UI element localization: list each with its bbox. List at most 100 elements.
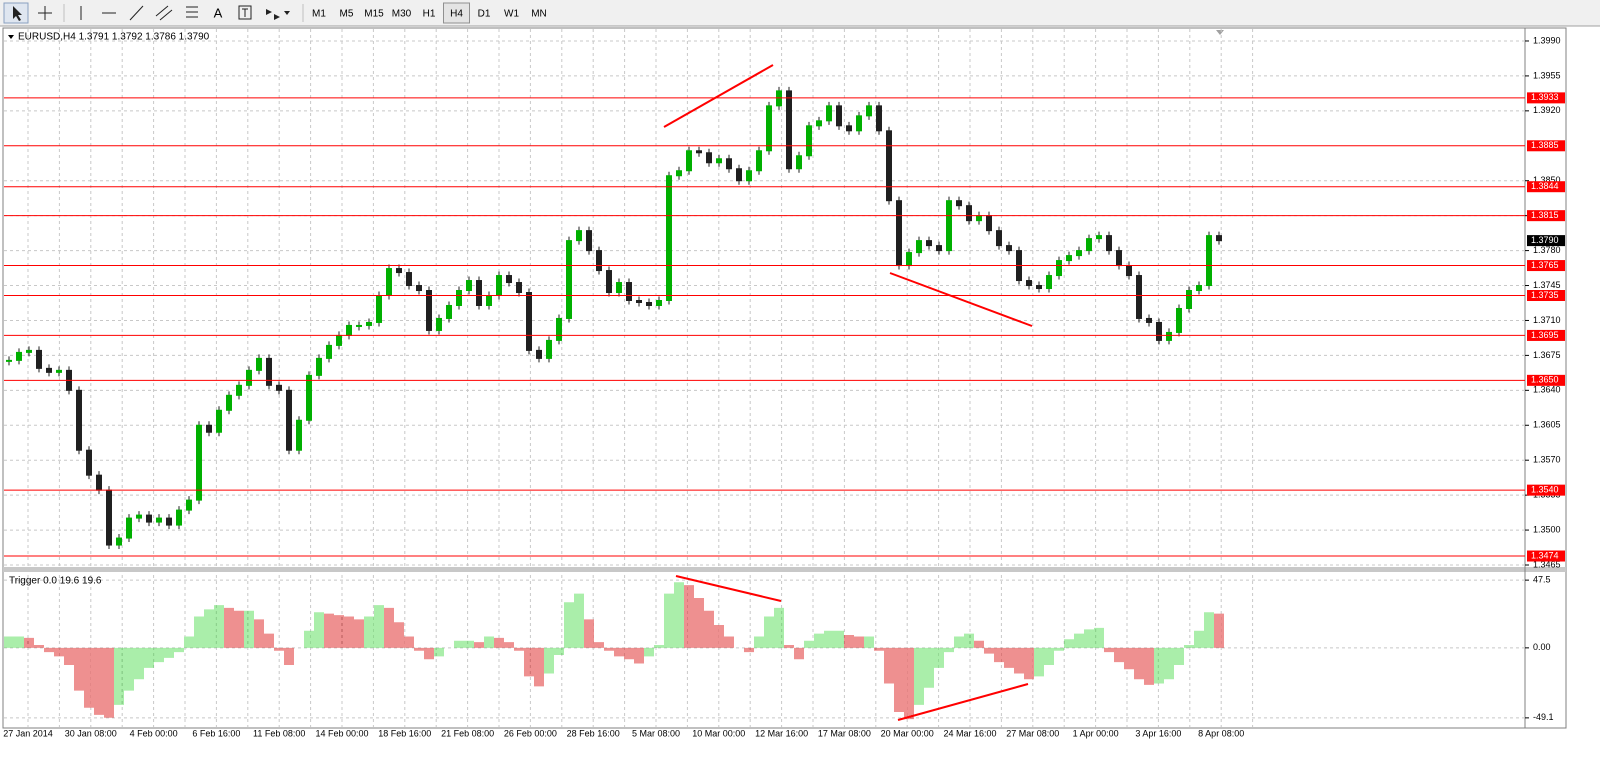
- fibo-tool[interactable]: [186, 6, 198, 18]
- level-box: [1527, 181, 1565, 193]
- x-tick-label: 20 Mar 00:00: [881, 728, 934, 738]
- candle: [416, 285, 422, 292]
- trendline[interactable]: [897, 683, 1029, 721]
- timeframe-button[interactable]: M1: [312, 9, 326, 20]
- text-tool[interactable]: A: [214, 5, 223, 20]
- level-label: 1.3474: [1531, 550, 1559, 560]
- candle: [746, 170, 752, 182]
- x-tick-label: 17 Mar 08:00: [818, 728, 871, 738]
- candle: [676, 170, 682, 177]
- candle: [456, 290, 462, 306]
- x-tick-label: 4 Feb 00:00: [130, 728, 178, 738]
- y-tick-label: 1.3710: [1533, 315, 1561, 325]
- candle: [516, 282, 522, 294]
- x-tick-label: 3 Apr 16:00: [1135, 728, 1181, 738]
- price-chart: 1.39901.39551.39201.38501.38151.37801.37…: [3, 29, 1565, 738]
- timeframe-button[interactable]: D1: [478, 9, 491, 20]
- level-box: [1527, 374, 1565, 386]
- x-tick-label: 11 Feb 08:00: [253, 728, 305, 738]
- level-box: [1527, 210, 1565, 222]
- trendline[interactable]: [663, 64, 774, 128]
- candle: [636, 299, 642, 303]
- candle: [936, 245, 942, 252]
- x-tick-label: 30 Jan 08:00: [65, 728, 117, 738]
- title-arrow: [8, 35, 14, 39]
- candle: [1116, 250, 1122, 267]
- timeframe-selected: [443, 2, 470, 24]
- candle: [406, 272, 412, 287]
- timeframe-button[interactable]: M30: [392, 9, 412, 20]
- label-tool[interactable]: [238, 5, 252, 20]
- level-label: 1.3735: [1531, 290, 1559, 300]
- candle: [606, 270, 612, 294]
- indicator-panel: 47.5 0.00 -49.1: [4, 575, 1554, 722]
- arrows-tool[interactable]: [266, 9, 280, 20]
- timeframe-button[interactable]: M5: [340, 9, 354, 20]
- candle: [656, 299, 662, 306]
- candle: [836, 105, 842, 127]
- candle: [86, 449, 92, 476]
- candle: [1106, 235, 1112, 252]
- x-tick-label: 28 Feb 16:00: [567, 728, 620, 738]
- timeframe-button[interactable]: H4: [450, 9, 463, 20]
- candle: [166, 517, 172, 526]
- x-tick-label: 24 Mar 16:00: [943, 728, 996, 738]
- candle: [1156, 321, 1162, 341]
- candle: [916, 240, 922, 254]
- candle: [826, 105, 832, 122]
- channel-tool[interactable]: [155, 5, 173, 21]
- candle: [1006, 245, 1012, 252]
- chart-frame: [2, 27, 1567, 729]
- candle: [786, 90, 792, 170]
- candle: [46, 367, 52, 373]
- level-box: [1527, 140, 1565, 152]
- candle: [386, 268, 392, 297]
- panel-separator: [3, 567, 1566, 572]
- trendline[interactable]: [675, 575, 782, 602]
- candle: [926, 240, 932, 247]
- y-tick-label: 1.3920: [1533, 105, 1561, 115]
- price-box: [1527, 235, 1565, 247]
- y-tick-label: 1.3640: [1533, 385, 1561, 395]
- candle: [1026, 280, 1032, 287]
- candle: [536, 349, 542, 359]
- candle: [226, 394, 232, 411]
- candle: [1166, 331, 1172, 341]
- x-tick-label: 27 Mar 08:00: [1006, 728, 1059, 738]
- trendlines: [663, 64, 1033, 721]
- level-box: [1527, 550, 1565, 562]
- candle: [646, 301, 652, 306]
- candle: [616, 282, 622, 294]
- candle: [256, 357, 262, 371]
- timeframe-button[interactable]: M15: [364, 9, 384, 20]
- y-tick-label: 1.3850: [1533, 175, 1561, 185]
- candle: [1046, 275, 1052, 290]
- candle: [506, 275, 512, 284]
- candle: [356, 324, 362, 327]
- candle: [336, 334, 342, 346]
- timeframe-button[interactable]: MN: [531, 9, 547, 20]
- level-label: 1.3844: [1531, 181, 1559, 191]
- label-tool-icon: [242, 8, 248, 17]
- candle: [96, 474, 102, 491]
- candle: [726, 158, 732, 170]
- trendline-tool[interactable]: [129, 5, 144, 21]
- x-tick-label: 21 Feb 08:00: [441, 728, 494, 738]
- candle: [146, 514, 152, 523]
- trendline[interactable]: [889, 272, 1033, 327]
- y-tick-label: 1.3605: [1533, 420, 1561, 430]
- level-label: 1.3933: [1531, 92, 1559, 102]
- candle: [496, 275, 502, 297]
- crosshair-icon[interactable]: [38, 6, 52, 20]
- timeframe-button[interactable]: H1: [423, 9, 436, 20]
- candle: [1146, 317, 1152, 323]
- candle: [756, 150, 762, 172]
- candle: [966, 205, 972, 222]
- cursor-icon: [13, 6, 22, 21]
- candle: [216, 409, 222, 433]
- y-tick-label: -49.1: [1533, 712, 1554, 722]
- y-tick-label: 1.3500: [1533, 524, 1561, 534]
- timeframe-button[interactable]: W1: [504, 9, 519, 20]
- dropdown[interactable]: [284, 11, 290, 15]
